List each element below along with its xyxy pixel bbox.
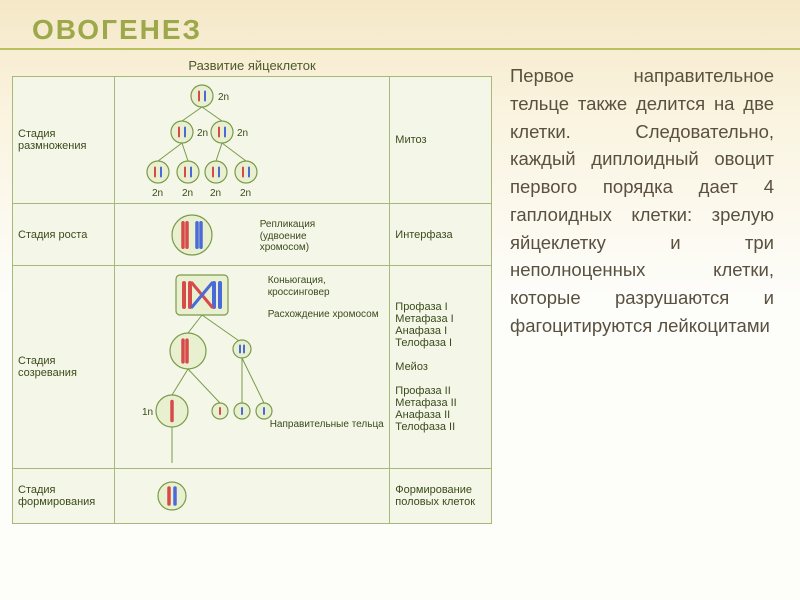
- svg-text:2n: 2n: [237, 128, 248, 139]
- diagram-annotation: Направительные тельца: [270, 419, 384, 431]
- svg-text:2n: 2n: [197, 128, 208, 139]
- process-label: Интерфаза: [390, 204, 492, 266]
- diagram-row: Стадия формирования Формирование половых …: [13, 469, 492, 524]
- diagram-column: Развитие яйцеклеток Стадия размножения2n…: [12, 56, 492, 524]
- diagram-row: Стадия роста Репликация(удвоениехромосом)…: [13, 204, 492, 266]
- process-label: Формирование половых клеток: [390, 469, 492, 524]
- stage-label: Стадия формирования: [13, 469, 115, 524]
- diagram-row: Стадия созревания 1n Коньюгация,кроссингов…: [13, 266, 492, 469]
- text-column: Первое направительное тельце также делит…: [510, 56, 788, 524]
- diagram-table: Стадия размножения2n2n2n2n2n2n2nМитозСта…: [12, 76, 492, 524]
- svg-text:2n: 2n: [152, 188, 163, 199]
- stage-label: Стадия созревания: [13, 266, 115, 469]
- stage-label: Стадия роста: [13, 204, 115, 266]
- process-label: Митоз: [390, 77, 492, 204]
- content-area: Развитие яйцеклеток Стадия размножения2n…: [0, 56, 800, 524]
- diagram-cell: 1n Коньюгация,кроссинговер Расхождение хро…: [114, 266, 390, 469]
- diagram-cell: 2n 2n 2n 2n 2n 2n 2n: [114, 77, 390, 204]
- process-label: Профаза IМетафаза IАнафаза IТелофаза I М…: [390, 266, 492, 469]
- svg-text:2n: 2n: [210, 188, 221, 199]
- diagram-title: Развитие яйцеклеток: [12, 56, 492, 76]
- diagram-annotation: Коньюгация,кроссинговер: [268, 275, 330, 298]
- diagram-annotation: Расхождение хромосом: [268, 309, 379, 321]
- diagram-cell: Репликация(удвоениехромосом): [114, 204, 390, 266]
- svg-text:2n: 2n: [240, 188, 251, 199]
- diagram-cell: [114, 469, 390, 524]
- replication-label: Репликация(удвоениехромосом): [260, 219, 316, 254]
- stage-label: Стадия размножения: [13, 77, 115, 204]
- svg-text:1n: 1n: [142, 407, 153, 418]
- slide-title: ОВОГЕНЕЗ: [0, 0, 800, 48]
- svg-text:2n: 2n: [218, 92, 229, 103]
- body-text: Первое направительное тельце также делит…: [510, 62, 774, 340]
- title-underline: [0, 48, 800, 50]
- diagram-row: Стадия размножения 2n 2n 2n 2n 2n 2n 2n Митоз: [13, 77, 492, 204]
- svg-text:2n: 2n: [182, 188, 193, 199]
